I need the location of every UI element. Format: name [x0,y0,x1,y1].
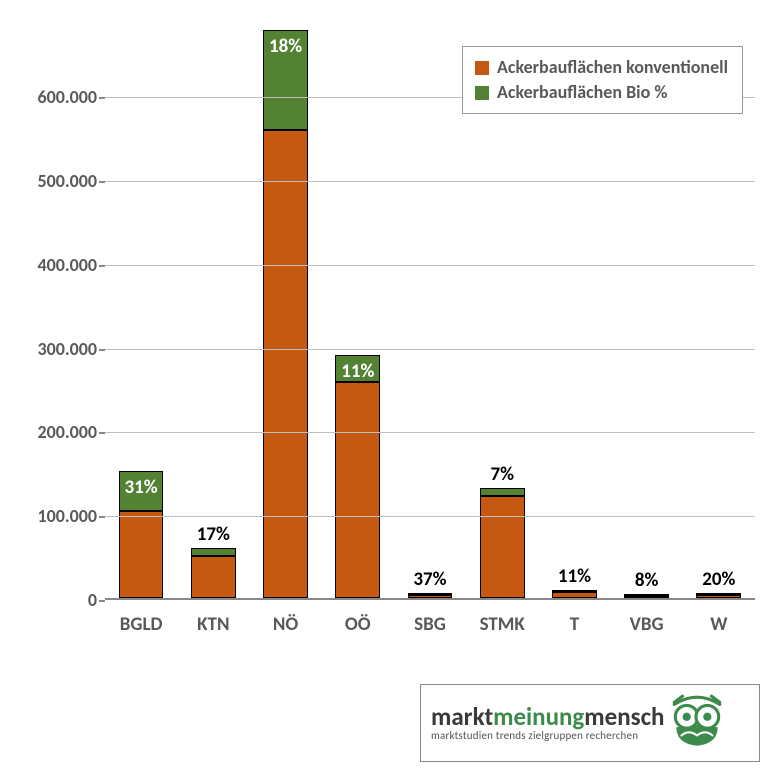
segment-konventionell [480,496,525,598]
bar-KTN: 17% [191,548,236,598]
legend-swatch-bio [475,86,489,100]
bar-slot: 18% [249,30,321,598]
legend-swatch-konventionell [475,61,489,75]
y-tick-mark [99,516,105,518]
segment-konventionell [191,556,236,598]
logo-word3: mensch [584,701,664,732]
pct-label: 18% [269,35,302,58]
bars-group: 31% 17% 18% 11% 37% 7% 11% 8% 20% [105,30,755,598]
owl-icon [666,694,728,752]
legend-label: Ackerbauflächen Bio % [497,80,667,105]
x-axis-label: T [538,605,610,636]
legend-item-bio: Ackerbauflächen Bio % [475,80,728,105]
bar-OÖ: 11% [335,355,380,598]
y-tick-mark [99,97,105,99]
gridline [105,349,755,350]
segment-bio [696,593,741,595]
y-tick-mark [99,181,105,183]
x-axis-label: VBG [611,605,683,636]
pct-label: 11% [341,360,374,383]
gridline [105,265,755,266]
bar-slot: 20% [683,30,755,598]
segment-konventionell [696,595,741,598]
segment-konventionell [263,130,308,598]
bar-W: 20% [696,593,741,598]
bar-NÖ: 18% [263,30,308,598]
gridline [105,516,755,517]
y-axis-label: 0 [88,589,97,611]
segment-bio: 11% [335,355,380,382]
chart-container: Ackerbauflächen konventionell Ackerbaufl… [20,20,762,670]
y-axis-label: 500.000 [37,170,97,192]
y-tick-mark [99,600,105,602]
segment-bio [408,593,453,595]
x-axis-label: STMK [466,605,538,636]
gridline [105,432,755,433]
x-axis-label: SBG [394,605,466,636]
bar-slot: 7% [466,30,538,598]
y-axis-label: 600.000 [37,86,97,108]
bar-slot: 17% [177,30,249,598]
bar-BGLD: 31% [119,471,164,598]
x-axis-label: NÖ [249,605,321,636]
x-axis-labels: BGLDKTNNÖOÖSBGSTMKTVBGW [105,605,755,636]
segment-konventionell [552,592,597,598]
gridline [105,181,755,182]
segment-bio: 31% [119,471,164,510]
bar-slot: 31% [105,30,177,598]
legend-label: Ackerbauflächen konventionell [497,55,728,80]
x-axis-label: BGLD [105,605,177,636]
bar-slot: 11% [538,30,610,598]
y-tick-mark [99,432,105,434]
plot-area: Ackerbauflächen konventionell Ackerbaufl… [105,30,755,600]
bar-slot: 8% [611,30,683,598]
bar-slot: 11% [322,30,394,598]
segment-bio [191,548,236,556]
y-axis-label: 300.000 [37,338,97,360]
y-axis-label: 200.000 [37,421,97,443]
pct-label: 8% [635,569,658,592]
logo-main: marktmeinungmensch [431,704,664,729]
legend: Ackerbauflächen konventionell Ackerbaufl… [462,46,743,114]
y-axis-label: 100.000 [37,505,97,527]
segment-bio [624,594,669,596]
y-tick-mark [99,265,105,267]
x-axis-label: KTN [177,605,249,636]
pct-label: 7% [490,463,513,486]
x-axis-label: W [683,605,755,636]
segment-konventionell [119,511,164,598]
y-axis-label: 400.000 [37,254,97,276]
x-axis-label: OÖ [322,605,394,636]
pct-label: 31% [125,476,158,499]
bar-slot: 37% [394,30,466,598]
logo-word1: markt [431,701,493,732]
logo-word2: meinung [493,701,584,732]
bar-STMK: 7% [480,488,525,598]
segment-bio [552,590,597,592]
segment-bio [480,488,525,496]
segment-konventionell [408,595,453,598]
logo-subtitle: marktstudien trends zielgruppen recherch… [431,729,664,742]
segment-konventionell [624,596,669,598]
bar-SBG: 37% [408,593,453,598]
segment-bio: 18% [263,30,308,131]
pct-label: 11% [558,565,591,588]
bar-T: 11% [552,590,597,598]
y-tick-mark [99,349,105,351]
pct-label: 17% [197,523,230,546]
legend-item-konventionell: Ackerbauflächen konventionell [475,55,728,80]
logo-text: marktmeinungmensch marktstudien trends z… [431,704,664,742]
segment-konventionell [335,382,380,598]
bar-VBG: 8% [624,594,669,598]
pct-label: 37% [413,568,446,591]
pct-label: 20% [702,568,735,591]
brand-logo: marktmeinungmensch marktstudien trends z… [420,684,760,762]
